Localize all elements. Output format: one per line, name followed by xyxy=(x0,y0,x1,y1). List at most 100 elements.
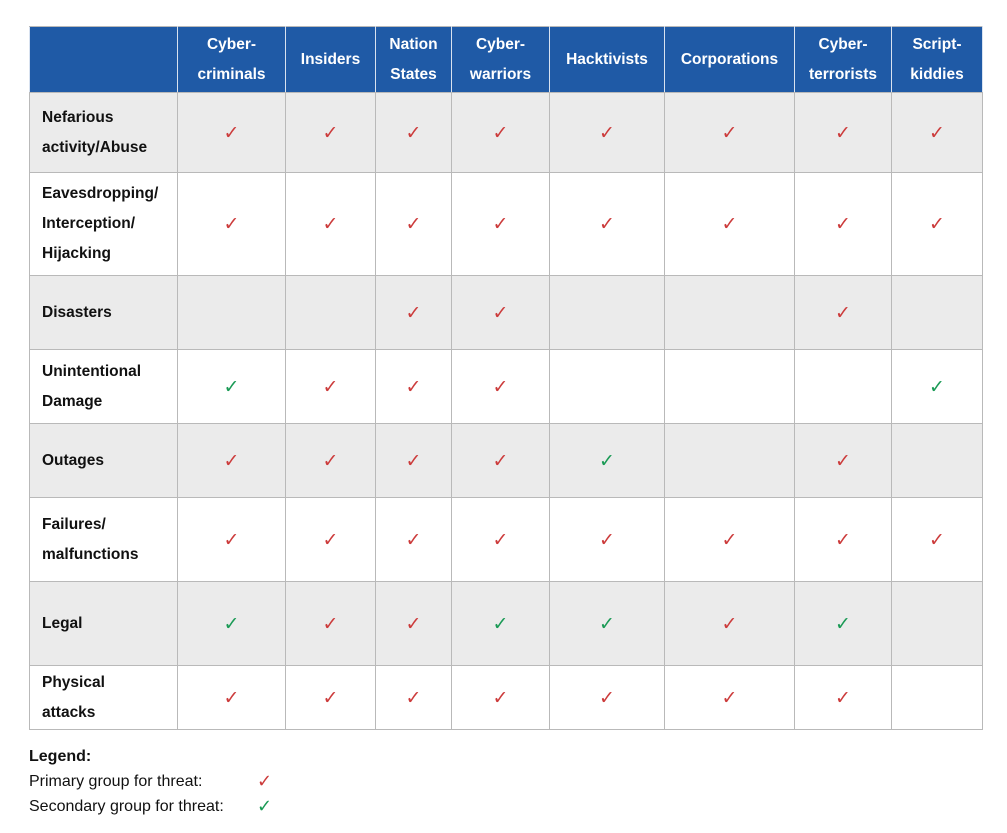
legend-title: Legend: xyxy=(29,748,92,765)
matrix-cell: ✓ xyxy=(891,497,983,582)
matrix-row: Eavesdropping/ Interception/ Hijacking ✓ ✓… xyxy=(29,172,983,276)
column-header-label: Hacktivists xyxy=(566,45,648,75)
red-check-icon: ✓ xyxy=(929,528,945,551)
red-check-icon: ✓ xyxy=(405,449,422,472)
matrix-cell: ✓ xyxy=(664,665,795,730)
red-check-icon: ✓ xyxy=(721,528,738,551)
column-header: Cyber-criminals xyxy=(177,26,286,93)
matrix-cell: ✓ xyxy=(664,92,795,173)
matrix-cell: ✓ xyxy=(794,581,892,666)
matrix-cell: ✓ xyxy=(891,92,983,173)
column-header-line: Script- xyxy=(912,35,962,53)
matrix-cell: ✓ xyxy=(177,92,286,173)
column-header-line: Insiders xyxy=(300,50,361,68)
matrix-cell: ✓ xyxy=(794,423,892,498)
column-header-label: Insiders xyxy=(301,45,360,75)
matrix-cell xyxy=(891,423,983,498)
matrix-cell: ✓ xyxy=(794,275,892,350)
matrix-cell: ✓ xyxy=(375,275,452,350)
column-header: Nation States xyxy=(375,26,452,93)
red-check-icon: ✓ xyxy=(599,213,615,235)
red-check-icon: ✓ xyxy=(405,121,422,144)
red-check-icon: ✓ xyxy=(492,449,509,472)
matrix-cell xyxy=(549,349,665,424)
matrix-cell: ✓ xyxy=(794,172,892,276)
matrix-cell: ✓ xyxy=(451,665,550,730)
matrix-cell: ✓ xyxy=(375,92,452,173)
matrix-row: Legal ✓ ✓ ✓ ✓ ✓ ✓ ✓ xyxy=(29,581,983,666)
matrix-cell: ✓ xyxy=(285,172,376,276)
row-header: Unintentional Damage xyxy=(29,349,178,424)
matrix-cell: ✓ xyxy=(794,92,892,173)
red-check-icon: ✓ xyxy=(721,686,738,709)
matrix-cell: ✓ xyxy=(549,92,665,173)
row-header-label: Legal xyxy=(42,614,83,632)
red-check-icon: ✓ xyxy=(405,528,422,551)
red-check-icon: ✓ xyxy=(322,612,339,635)
threat-agent-matrix: Cyber-criminals Insiders Nation States Cy… xyxy=(29,26,983,730)
matrix-cell: ✓ xyxy=(375,423,452,498)
legend-secondary-row: Secondary group for threat: ✓ xyxy=(29,794,272,819)
matrix-cell: ✓ xyxy=(285,581,376,666)
green-check-icon: ✓ xyxy=(257,796,273,817)
matrix-cell: ✓ xyxy=(285,349,376,424)
matrix-row: Physical attacks ✓ ✓ ✓ ✓ ✓ ✓ ✓ xyxy=(29,665,983,730)
matrix-cell xyxy=(664,275,795,350)
column-header-line: Cyber- xyxy=(206,35,257,53)
matrix-cell: ✓ xyxy=(549,497,665,582)
legend-primary-row: Primary group for threat: ✓ xyxy=(29,769,272,794)
red-check-icon: ✓ xyxy=(492,213,509,235)
column-header-label: Cyber-warriors xyxy=(470,30,531,90)
matrix-cell: ✓ xyxy=(177,665,286,730)
row-header: Disasters xyxy=(29,275,178,350)
matrix-cell: ✓ xyxy=(375,665,452,730)
row-header: Failures/ malfunctions xyxy=(29,497,178,582)
header-row: Cyber-criminals Insiders Nation States Cy… xyxy=(29,26,983,93)
green-check-icon: ✓ xyxy=(599,449,615,472)
matrix-cell: ✓ xyxy=(451,275,550,350)
red-check-icon: ✓ xyxy=(322,528,339,551)
matrix-cell: ✓ xyxy=(177,581,286,666)
red-check-icon: ✓ xyxy=(929,213,945,235)
red-check-icon: ✓ xyxy=(599,686,615,709)
matrix-cell xyxy=(891,275,983,350)
column-header-line: Nation xyxy=(389,35,438,53)
matrix-cell: ✓ xyxy=(177,349,286,424)
row-header-label: Outages xyxy=(42,451,105,469)
column-header-line: criminals xyxy=(197,65,266,83)
column-header-label: Corporations xyxy=(681,45,778,75)
matrix-cell: ✓ xyxy=(177,172,286,276)
column-header-label: Nation States xyxy=(389,30,437,90)
red-check-icon: ✓ xyxy=(835,213,851,235)
red-check-icon: ✓ xyxy=(257,771,273,792)
red-check-icon: ✓ xyxy=(223,528,240,551)
matrix-row: Unintentional Damage ✓ ✓ ✓ ✓ ✓ xyxy=(29,349,983,424)
matrix-cell: ✓ xyxy=(177,423,286,498)
matrix-cell: ✓ xyxy=(549,172,665,276)
column-header-line: Hacktivists xyxy=(566,50,648,68)
red-check-icon: ✓ xyxy=(492,686,509,709)
column-header: Insiders xyxy=(285,26,376,93)
row-header-label: Unintentional Damage xyxy=(42,362,142,410)
matrix-cell: ✓ xyxy=(664,497,795,582)
green-check-icon: ✓ xyxy=(599,612,615,635)
red-check-icon: ✓ xyxy=(405,375,422,398)
matrix-cell: ✓ xyxy=(451,581,550,666)
column-header-line: warriors xyxy=(469,65,532,83)
red-check-icon: ✓ xyxy=(721,121,738,144)
matrix-cell: ✓ xyxy=(891,172,983,276)
matrix-cell: ✓ xyxy=(177,497,286,582)
red-check-icon: ✓ xyxy=(721,612,738,635)
green-check-icon: ✓ xyxy=(492,612,509,635)
matrix-cell xyxy=(549,275,665,350)
matrix-cell: ✓ xyxy=(375,349,452,424)
row-header: Nefarious activity/Abuse xyxy=(29,92,178,173)
matrix-cell: ✓ xyxy=(451,497,550,582)
matrix-cell xyxy=(664,349,795,424)
red-check-icon: ✓ xyxy=(929,121,945,144)
matrix-cell xyxy=(177,275,286,350)
legend-secondary-label: Secondary group for threat: xyxy=(29,798,224,815)
column-header-label: Script-kiddies xyxy=(910,30,963,90)
legend-primary-label: Primary group for threat: xyxy=(29,773,203,790)
green-check-icon: ✓ xyxy=(929,375,945,398)
